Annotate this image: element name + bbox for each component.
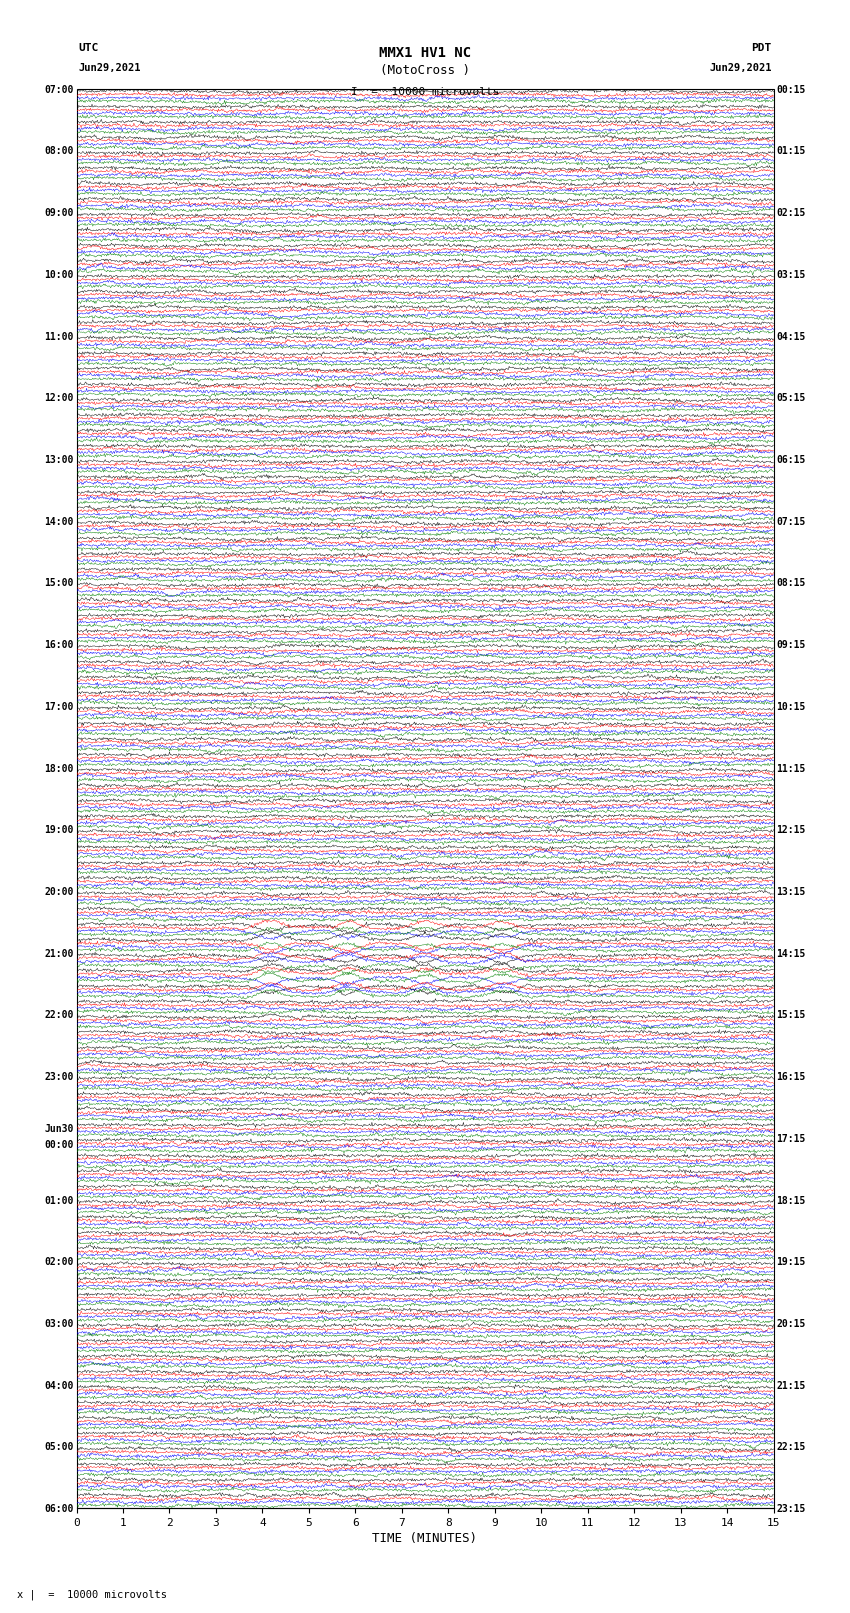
Text: 00:15: 00:15 bbox=[776, 84, 806, 95]
Text: 12:15: 12:15 bbox=[776, 826, 806, 836]
Text: (MotoCross ): (MotoCross ) bbox=[380, 65, 470, 77]
Text: 06:00: 06:00 bbox=[44, 1503, 74, 1515]
Text: 16:00: 16:00 bbox=[44, 640, 74, 650]
Text: 23:15: 23:15 bbox=[776, 1503, 806, 1515]
Text: 22:00: 22:00 bbox=[44, 1010, 74, 1021]
Text: 14:00: 14:00 bbox=[44, 516, 74, 527]
Text: 00:00: 00:00 bbox=[44, 1140, 74, 1150]
Text: 20:00: 20:00 bbox=[44, 887, 74, 897]
Text: 12:00: 12:00 bbox=[44, 394, 74, 403]
Text: 23:00: 23:00 bbox=[44, 1073, 74, 1082]
Text: 08:15: 08:15 bbox=[776, 579, 806, 589]
Text: 01:00: 01:00 bbox=[44, 1195, 74, 1205]
Text: 09:15: 09:15 bbox=[776, 640, 806, 650]
Text: 11:00: 11:00 bbox=[44, 332, 74, 342]
Text: I  =  10000 microvolts: I = 10000 microvolts bbox=[351, 87, 499, 97]
Text: 20:15: 20:15 bbox=[776, 1319, 806, 1329]
Text: 13:00: 13:00 bbox=[44, 455, 74, 465]
Text: 04:00: 04:00 bbox=[44, 1381, 74, 1390]
Text: x |  =  10000 microvolts: x | = 10000 microvolts bbox=[17, 1589, 167, 1600]
Text: 22:15: 22:15 bbox=[776, 1442, 806, 1452]
Text: 13:15: 13:15 bbox=[776, 887, 806, 897]
Text: Jun30: Jun30 bbox=[44, 1124, 74, 1134]
Text: 01:15: 01:15 bbox=[776, 147, 806, 156]
Text: 05:15: 05:15 bbox=[776, 394, 806, 403]
Text: 21:15: 21:15 bbox=[776, 1381, 806, 1390]
Text: 07:00: 07:00 bbox=[44, 84, 74, 95]
Text: 09:00: 09:00 bbox=[44, 208, 74, 218]
Text: Jun29,2021: Jun29,2021 bbox=[78, 63, 141, 73]
Text: 19:00: 19:00 bbox=[44, 826, 74, 836]
Text: UTC: UTC bbox=[78, 44, 99, 53]
X-axis label: TIME (MINUTES): TIME (MINUTES) bbox=[372, 1532, 478, 1545]
Text: 04:15: 04:15 bbox=[776, 332, 806, 342]
Text: 18:15: 18:15 bbox=[776, 1195, 806, 1205]
Text: 19:15: 19:15 bbox=[776, 1257, 806, 1268]
Text: 07:15: 07:15 bbox=[776, 516, 806, 527]
Bar bbox=[76, 89, 774, 1508]
Text: 02:15: 02:15 bbox=[776, 208, 806, 218]
Text: 17:15: 17:15 bbox=[776, 1134, 806, 1144]
Text: 03:15: 03:15 bbox=[776, 269, 806, 279]
Text: 15:15: 15:15 bbox=[776, 1010, 806, 1021]
Text: 05:00: 05:00 bbox=[44, 1442, 74, 1452]
Text: 02:00: 02:00 bbox=[44, 1257, 74, 1268]
Text: 15:00: 15:00 bbox=[44, 579, 74, 589]
Text: 08:00: 08:00 bbox=[44, 147, 74, 156]
Text: 10:00: 10:00 bbox=[44, 269, 74, 279]
Text: 03:00: 03:00 bbox=[44, 1319, 74, 1329]
Text: 17:00: 17:00 bbox=[44, 702, 74, 711]
Text: MMX1 HV1 NC: MMX1 HV1 NC bbox=[379, 45, 471, 60]
Text: 06:15: 06:15 bbox=[776, 455, 806, 465]
Text: 14:15: 14:15 bbox=[776, 948, 806, 958]
Text: 11:15: 11:15 bbox=[776, 763, 806, 774]
Text: 18:00: 18:00 bbox=[44, 763, 74, 774]
Text: PDT: PDT bbox=[751, 44, 772, 53]
Text: 10:15: 10:15 bbox=[776, 702, 806, 711]
Text: Jun29,2021: Jun29,2021 bbox=[709, 63, 772, 73]
Text: 21:00: 21:00 bbox=[44, 948, 74, 958]
Text: 16:15: 16:15 bbox=[776, 1073, 806, 1082]
